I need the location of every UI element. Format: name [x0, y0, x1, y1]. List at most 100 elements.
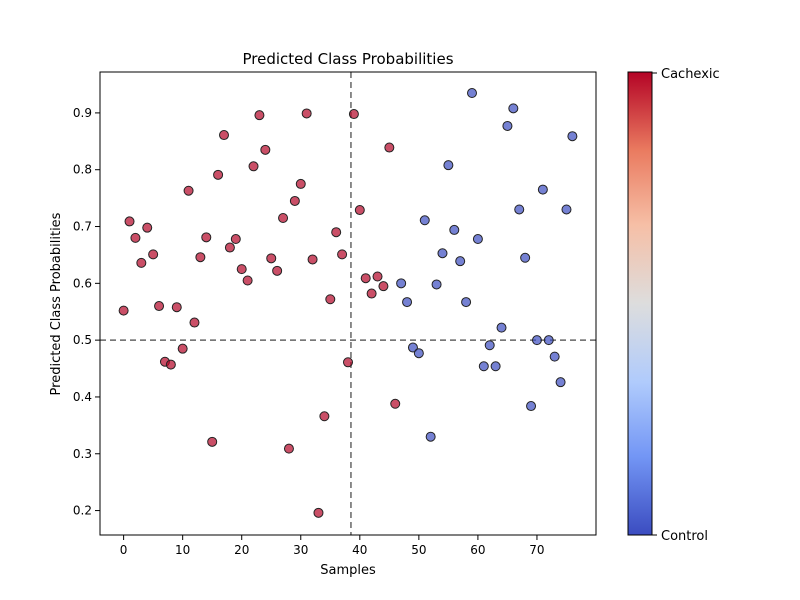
data-point — [484, 340, 495, 351]
data-point — [537, 184, 548, 195]
data-point — [236, 264, 247, 275]
data-point — [118, 305, 129, 316]
data-point — [455, 256, 466, 267]
data-point — [490, 361, 501, 372]
x-axis-label: Samples — [320, 563, 376, 578]
data-point — [331, 227, 342, 238]
data-point — [313, 507, 324, 518]
data-point — [295, 178, 306, 189]
data-point — [514, 204, 525, 215]
series-control — [396, 88, 578, 442]
data-point — [124, 216, 135, 227]
data-point — [449, 224, 460, 235]
data-point — [561, 204, 572, 215]
data-point — [260, 144, 271, 155]
data-point — [148, 249, 159, 260]
data-point — [461, 297, 472, 308]
data-point — [567, 131, 578, 142]
y-tick-label: 0.4 — [73, 390, 92, 404]
y-tick-label: 0.6 — [73, 276, 92, 290]
chart-title: Predicted Class Probabilities — [242, 50, 453, 68]
y-tick-label: 0.2 — [73, 504, 92, 518]
data-point — [531, 335, 542, 346]
data-point — [508, 103, 519, 114]
x-tick-label: 20 — [234, 543, 249, 557]
y-tick-label: 0.7 — [73, 220, 92, 234]
data-point — [555, 377, 566, 388]
data-point — [171, 302, 182, 313]
x-tick-label: 0 — [120, 543, 128, 557]
data-point — [248, 161, 259, 172]
data-point — [183, 185, 194, 196]
data-point — [307, 254, 318, 265]
data-point — [402, 297, 413, 308]
data-point — [319, 411, 330, 422]
data-point — [278, 213, 289, 224]
data-point — [242, 275, 253, 286]
data-point — [272, 265, 283, 276]
data-point — [520, 252, 531, 263]
data-point — [526, 401, 537, 412]
data-point — [207, 436, 218, 447]
data-point — [348, 109, 359, 120]
data-point — [142, 222, 153, 233]
x-axis-ticks: 0 10 20 30 40 50 60 70 — [120, 535, 545, 557]
data-point — [443, 160, 454, 171]
data-point — [496, 322, 507, 333]
data-point — [425, 431, 436, 442]
data-point — [195, 252, 206, 263]
data-point — [407, 342, 418, 353]
data-point — [266, 253, 277, 264]
data-point — [289, 195, 300, 206]
data-point — [378, 281, 389, 292]
x-tick-label: 60 — [470, 543, 485, 557]
data-point — [136, 257, 147, 268]
data-point — [283, 443, 294, 454]
data-point — [165, 359, 176, 370]
data-point — [177, 343, 188, 354]
x-tick-label: 70 — [529, 543, 544, 557]
data-point — [467, 88, 477, 99]
x-tick-label: 10 — [175, 543, 190, 557]
y-tick-label: 0.9 — [73, 106, 92, 120]
data-point — [325, 294, 336, 305]
y-tick-label: 0.5 — [73, 333, 92, 347]
data-point — [549, 351, 560, 362]
data-point — [431, 279, 442, 290]
data-point — [337, 249, 348, 260]
plot-frame — [99, 71, 597, 536]
colorbar-top-label: Cachexic — [661, 67, 720, 82]
y-axis-label: Predicted Class Probabilities — [49, 212, 64, 395]
data-point — [360, 273, 371, 284]
data-point — [366, 288, 377, 299]
data-point — [472, 234, 483, 245]
data-point — [189, 317, 200, 328]
data-point — [130, 232, 141, 243]
data-point — [419, 215, 430, 226]
data-point — [502, 120, 513, 131]
data-point — [230, 234, 241, 245]
data-point — [372, 271, 383, 282]
x-tick-label: 30 — [293, 543, 308, 557]
data-point — [413, 348, 424, 359]
data-point — [301, 108, 312, 119]
data-point — [543, 335, 554, 346]
colorbar — [627, 71, 653, 536]
data-point — [219, 130, 229, 141]
series-cachexic — [118, 108, 401, 518]
data-point — [154, 301, 165, 312]
x-tick-label: 50 — [411, 543, 426, 557]
x-tick-label: 40 — [352, 543, 367, 557]
data-point — [478, 361, 489, 372]
data-point — [213, 169, 224, 180]
data-point — [224, 242, 235, 253]
data-point — [354, 205, 365, 216]
y-tick-label: 0.8 — [73, 163, 92, 177]
data-point — [343, 357, 353, 368]
data-point — [201, 232, 212, 243]
data-point — [384, 142, 395, 153]
data-point — [390, 398, 401, 409]
data-point — [437, 248, 448, 259]
y-axis-ticks: 0.2 0.3 0.4 0.5 0.6 0.7 0.8 0.9 — [73, 106, 100, 518]
